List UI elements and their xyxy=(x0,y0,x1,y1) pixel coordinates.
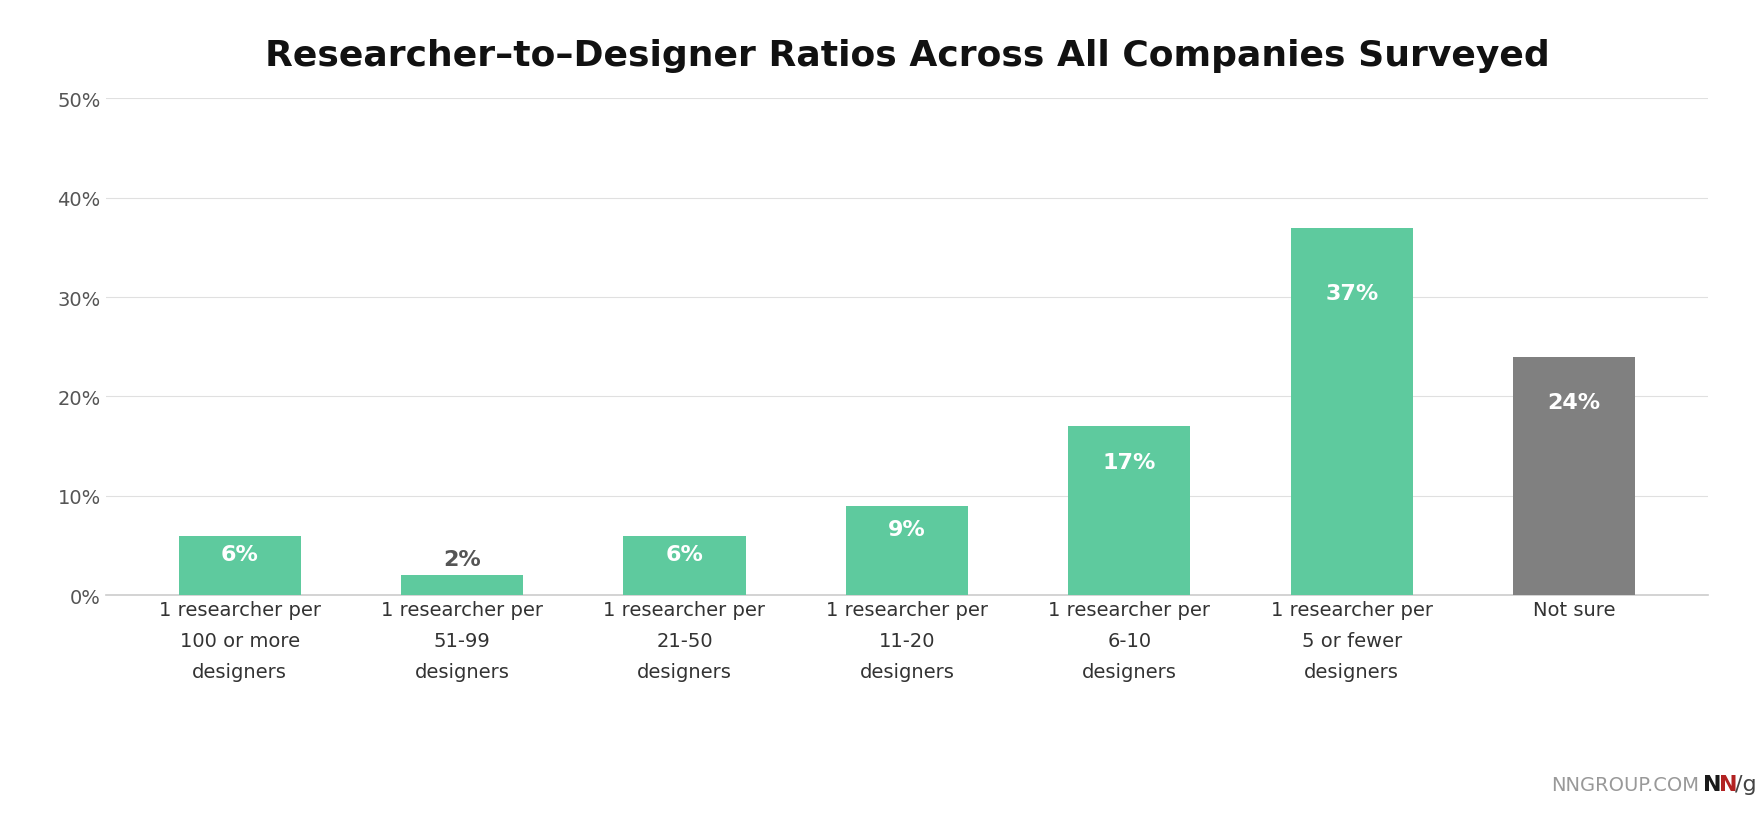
Bar xyxy=(1069,427,1190,595)
Text: 9%: 9% xyxy=(888,519,926,539)
Text: 6%: 6% xyxy=(666,545,703,565)
Bar xyxy=(1291,228,1412,595)
Bar xyxy=(1513,357,1636,595)
Text: 37%: 37% xyxy=(1324,284,1379,304)
Text: 2%: 2% xyxy=(444,550,481,570)
Bar xyxy=(402,576,523,595)
Title: Researcher–to–Designer Ratios Across All Companies Surveyed: Researcher–to–Designer Ratios Across All… xyxy=(264,39,1550,73)
Bar xyxy=(178,536,301,595)
Text: 6%: 6% xyxy=(220,545,259,565)
Bar xyxy=(845,506,969,595)
Text: NNGROUP.COM: NNGROUP.COM xyxy=(1551,775,1699,794)
Bar xyxy=(623,536,745,595)
Text: 24%: 24% xyxy=(1548,393,1601,413)
Text: N: N xyxy=(1703,774,1722,794)
Text: N: N xyxy=(1719,774,1738,794)
Text: /g: /g xyxy=(1735,774,1756,794)
Text: 17%: 17% xyxy=(1102,452,1155,472)
